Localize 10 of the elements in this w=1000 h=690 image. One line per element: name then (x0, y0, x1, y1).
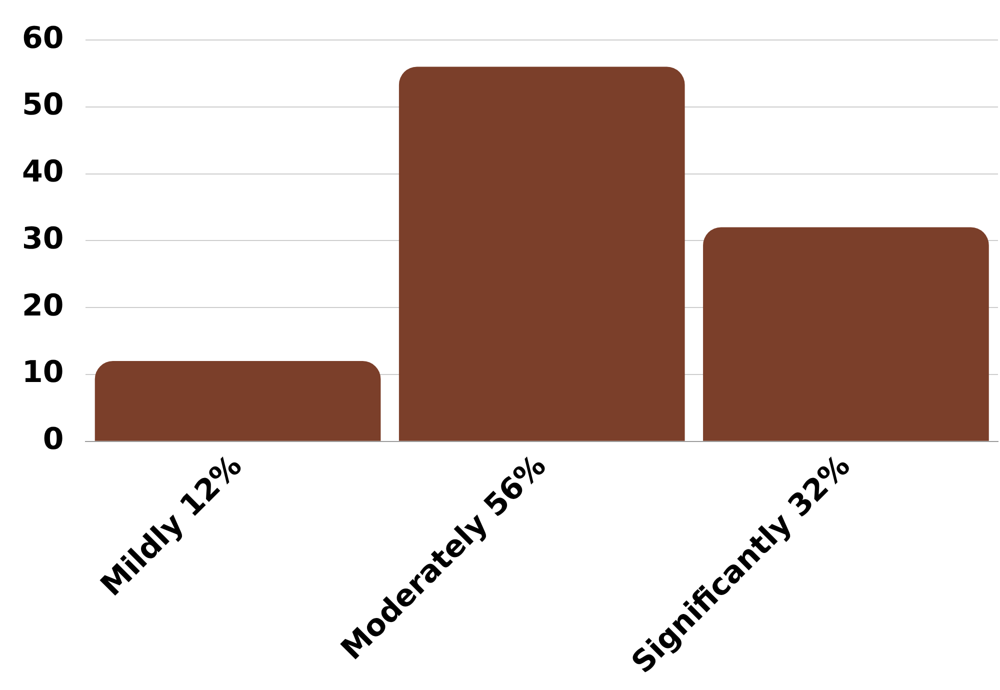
bar (703, 227, 989, 441)
bar (398, 66, 685, 441)
y-tick-label: 30 (22, 221, 64, 256)
y-tick-label: 20 (22, 288, 64, 324)
y-tick-label: 10 (22, 355, 64, 390)
bar (94, 361, 381, 441)
y-tick-label: 0 (42, 422, 64, 458)
y-tick-label: 50 (22, 88, 64, 123)
y-tick-label: 60 (22, 20, 64, 56)
y-tick-label: 40 (22, 154, 64, 190)
